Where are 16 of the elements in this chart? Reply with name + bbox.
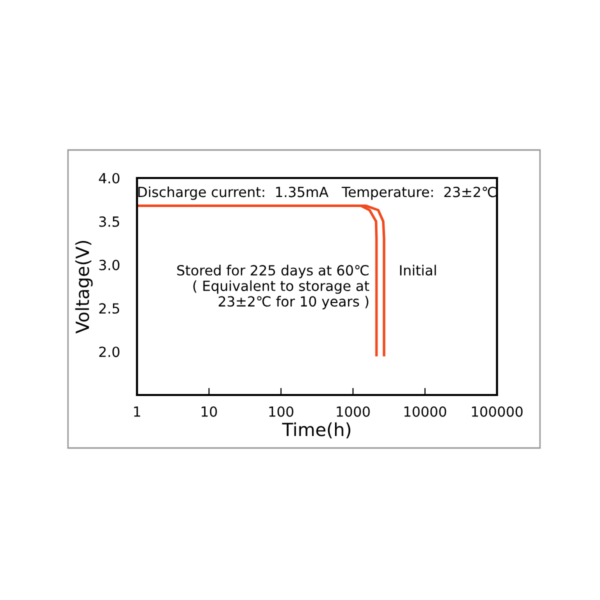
y-tick-label: 4.0 [98,172,120,184]
x-tick-label: 1 [134,406,140,417]
y-tick-label: 2.5 [99,303,120,314]
series-label: Stored for 225 days at 60℃ ( Equivalent to storage at 23±2℃ for 10 years ) [177,264,370,310]
series-label: Initial [400,264,436,276]
y-axis-title: Voltage(V) [75,240,93,334]
x-tick-label: 10 [202,406,217,417]
x-tick-label: 100 [269,406,294,417]
annotation: Discharge current: 1.35mA Temperature: 23±2℃ [138,186,496,200]
y-tick-label: 3.5 [99,216,120,227]
x-axis-title: Time(h) [282,422,350,438]
x-tick-label: 10000 [404,406,446,417]
y-tick-label: 3.0 [99,260,120,270]
x-tick-label: 100000 [472,406,523,417]
y-tick-label: 2.0 [99,346,120,358]
x-tick-label: 1000 [336,406,370,417]
